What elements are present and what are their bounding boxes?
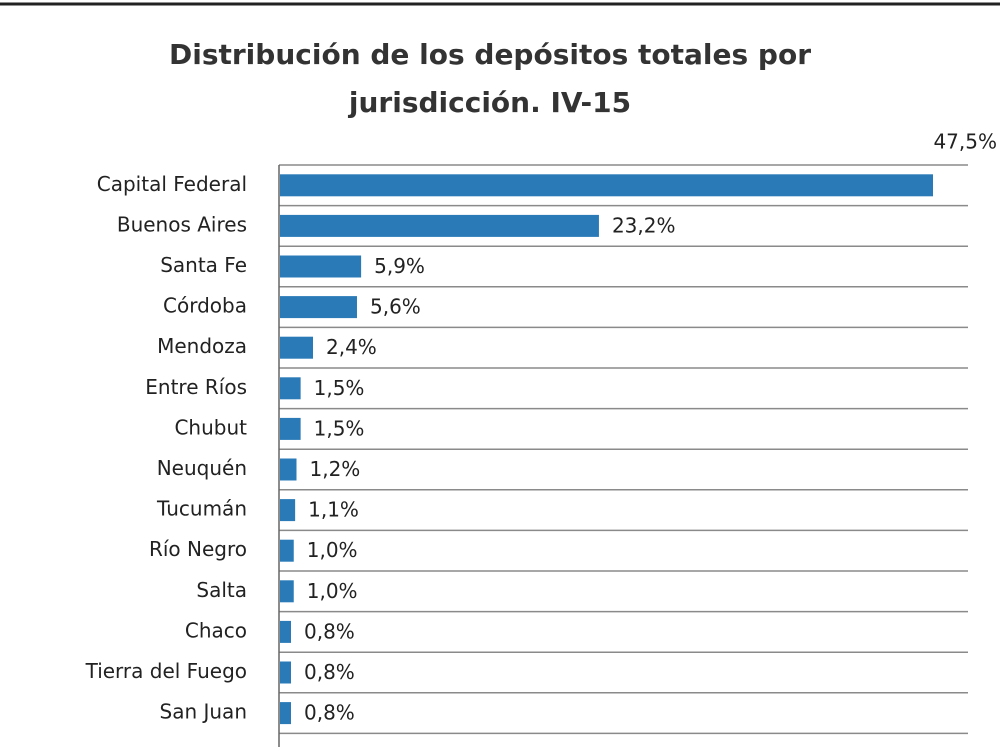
category-label: Chaco bbox=[185, 618, 247, 642]
value-label: 0,8% bbox=[304, 660, 355, 684]
category-label: Mendoza bbox=[157, 334, 247, 358]
category-label: Entre Ríos bbox=[145, 375, 247, 399]
bar bbox=[280, 661, 291, 684]
category-label: Tucumán bbox=[156, 497, 247, 521]
value-label: 1,2% bbox=[309, 457, 360, 481]
category-label: Buenos Aires bbox=[117, 212, 247, 236]
value-label: 23,2% bbox=[612, 213, 676, 237]
value-label: 0,8% bbox=[304, 701, 355, 725]
bar bbox=[280, 417, 301, 440]
bar bbox=[280, 296, 357, 319]
bar bbox=[280, 499, 296, 522]
value-label: 1,5% bbox=[314, 416, 365, 440]
category-label: Santa Fe bbox=[160, 253, 247, 277]
category-label: Tierra del Fuego bbox=[85, 659, 247, 683]
bar bbox=[280, 174, 933, 197]
chart-title: Distribución de los depósitos totales po… bbox=[169, 38, 811, 71]
category-label: Chubut bbox=[174, 415, 247, 439]
category-label: Río Negro bbox=[149, 537, 247, 561]
bar bbox=[280, 377, 301, 400]
bar bbox=[280, 620, 291, 643]
category-label: Capital Federal bbox=[97, 172, 247, 196]
value-label: 5,6% bbox=[370, 295, 421, 319]
bar bbox=[280, 702, 291, 725]
bar bbox=[280, 214, 599, 237]
category-label: Córdoba bbox=[163, 294, 247, 318]
value-label: 1,0% bbox=[307, 538, 358, 562]
value-label: 5,9% bbox=[374, 254, 425, 278]
chart-subtitle: jurisdicción. IV-15 bbox=[348, 86, 631, 119]
category-label: Neuquén bbox=[157, 456, 247, 480]
value-label: 1,1% bbox=[308, 498, 359, 522]
bar bbox=[280, 255, 362, 278]
value-label: 1,0% bbox=[307, 579, 358, 603]
value-label: 1,5% bbox=[314, 376, 365, 400]
bar bbox=[280, 336, 313, 359]
bar bbox=[280, 458, 297, 481]
value-label: 47,5% bbox=[933, 130, 997, 154]
value-label: 2,4% bbox=[326, 335, 377, 359]
category-label: San Juan bbox=[160, 700, 248, 724]
category-label: Salta bbox=[196, 578, 247, 602]
bar bbox=[280, 539, 294, 562]
value-label: 0,8% bbox=[304, 619, 355, 643]
bar bbox=[280, 580, 294, 603]
